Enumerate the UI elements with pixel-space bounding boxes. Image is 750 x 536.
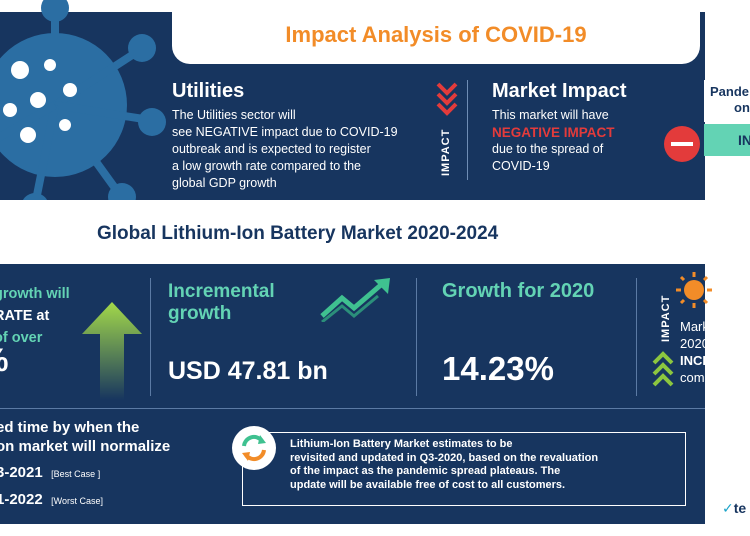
market-growth-line: compared xyxy=(680,370,738,385)
increase-highlight: INCREASE xyxy=(680,353,748,368)
utilities-heading: Utilities xyxy=(172,80,245,102)
normalize-line: ed time by when the xyxy=(0,419,140,436)
utilities-text: The Utilities sector will see NEGATIVE i… xyxy=(172,107,434,192)
impact-vertical-label: IMPACT xyxy=(440,128,452,176)
market-impact-line: This market will have xyxy=(492,108,609,122)
column-divider xyxy=(416,278,417,396)
page-title: Impact Analysis of COVID-19 xyxy=(285,22,587,47)
chevron-up-icon xyxy=(652,351,674,387)
pandemic-line: Pande xyxy=(710,84,750,99)
best-case-year: 3-2021 xyxy=(0,464,43,481)
refresh-arrows-icon xyxy=(242,434,266,462)
market-growth-text: Market gr 2020 likely INCREASE compared xyxy=(680,318,747,386)
utilities-line: global GDP growth xyxy=(172,176,277,190)
growth-rate-line: of over xyxy=(0,330,43,346)
market-growth-line: Market gr xyxy=(680,319,735,334)
market-title: Global Lithium-Ion Battery Market 2020-2… xyxy=(97,223,499,244)
chevron-down-icon xyxy=(436,82,458,116)
bottom-strip xyxy=(0,524,750,536)
column-divider xyxy=(636,278,637,396)
best-case-row: 3-2021 [Best Case ] xyxy=(0,464,100,482)
worst-case-label: [Worst Case] xyxy=(51,496,104,506)
worst-case-row: 1-2022 [Worst Case] xyxy=(0,491,103,509)
market-title-band xyxy=(0,200,750,264)
market-impact-heading: Market Impact xyxy=(492,80,627,102)
growth-rate-line: RATE at xyxy=(0,308,50,324)
update-info-text: Lithium-Ion Battery Market estimates to … xyxy=(290,438,680,492)
incremental-growth-heading: Incremental growth xyxy=(168,281,275,325)
section-divider xyxy=(0,408,705,409)
impact-label: IMPACT xyxy=(434,82,460,182)
growth-rate-value: % xyxy=(0,342,8,379)
incremental-line: growth xyxy=(168,303,232,324)
growth-2020-value: 14.23% xyxy=(442,350,554,387)
title-pill xyxy=(172,8,700,64)
logo-mark-icon: ✓ xyxy=(722,500,734,516)
impact-label: IMPACT xyxy=(656,286,676,356)
pandemic-box: Pande on xyxy=(704,80,750,122)
normalize-heading: ed time by when the on market will norma… xyxy=(0,418,170,456)
market-impact-text: This market will have NEGATIVE IMPACT du… xyxy=(492,107,652,175)
update-info-line: update will be available free of cost to… xyxy=(290,478,566,491)
market-impact-line: COVID-19 xyxy=(492,159,550,173)
refresh-icon xyxy=(232,426,276,470)
market-impact-line: due to the spread of xyxy=(492,142,604,156)
incremental-growth-value: USD 47.81 bn xyxy=(168,357,328,385)
pandemic-status-badge: IN xyxy=(704,124,750,156)
brand-logo: ✓te xyxy=(718,500,750,524)
section-divider xyxy=(467,80,468,180)
trend-up-icon xyxy=(320,278,390,322)
utilities-line: outbreak and is expected to register xyxy=(172,142,371,156)
normalize-line: on market will normalize xyxy=(0,438,171,455)
impact-vertical-label: IMPACT xyxy=(660,294,672,342)
update-info-line: of the impact as the pandemic spread pla… xyxy=(290,465,561,477)
column-divider xyxy=(150,278,151,396)
utilities-line: a low growth rate compared to the xyxy=(172,159,361,173)
market-growth-line: 2020 likely xyxy=(680,336,742,351)
utilities-line: The Utilities sector will xyxy=(172,108,296,122)
growth-rate-text: growth will RATE at of over xyxy=(0,283,70,349)
minus-circle-icon xyxy=(664,126,700,162)
update-info-line: Lithium-Ion Battery Market estimates to … xyxy=(290,438,513,450)
worst-case-year: 1-2022 xyxy=(0,491,43,508)
negative-impact-highlight: NEGATIVE IMPACT xyxy=(492,125,615,140)
sun-icon xyxy=(676,272,712,308)
growth-2020-heading: Growth for 2020 xyxy=(442,280,595,302)
growth-rate-line: growth will xyxy=(0,286,70,302)
virus-icon xyxy=(0,0,166,220)
logo-text: te xyxy=(733,500,747,516)
update-info-line: revisited and updated in Q3-2020, based … xyxy=(290,451,599,464)
update-info-box xyxy=(242,432,686,506)
best-case-label: [Best Case ] xyxy=(51,469,101,479)
incremental-line: Incremental xyxy=(168,281,275,302)
pandemic-line: on xyxy=(734,100,750,115)
up-arrow-icon xyxy=(82,302,142,400)
utilities-line: see NEGATIVE impact due to COVID-19 xyxy=(172,125,398,139)
